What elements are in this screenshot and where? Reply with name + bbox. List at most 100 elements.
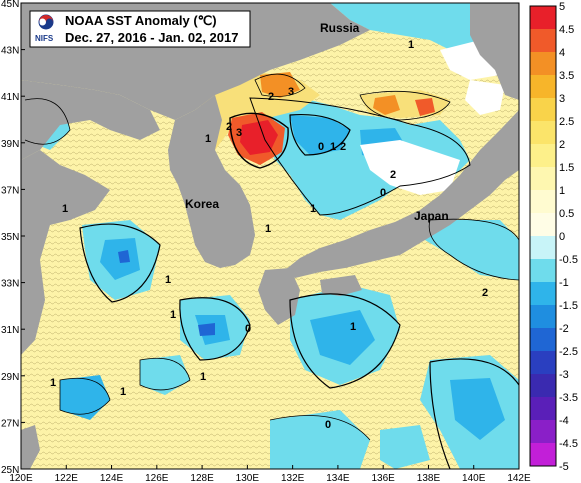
colorbar-frame <box>529 5 557 467</box>
colorbar-swatch <box>530 213 556 237</box>
land-china-north <box>21 80 160 160</box>
lon-tick-label: 126E <box>145 473 169 483</box>
lon-tick-label: 124E <box>100 473 124 483</box>
land-korea <box>168 95 255 268</box>
colorbar-swatch <box>530 328 556 352</box>
colorbar-swatch <box>530 374 556 398</box>
colorbar-swatch <box>530 190 556 214</box>
contour-label: 1 <box>50 377 56 389</box>
colorbar-tick-label: -1 <box>559 277 569 289</box>
colorbar-tick-label: -3.5 <box>559 392 578 404</box>
contour-label: 1 <box>330 141 336 153</box>
colorbar-tick-label: -0.5 <box>559 254 578 266</box>
lon-tick-label: 122E <box>55 473 79 483</box>
label-russia: Russia <box>320 21 360 35</box>
map-area: 3 2 3 2 1 0 1 2 1 1 0 1 2 1 1 0 1 2 1 0 … <box>21 3 519 469</box>
colorbar-swatch <box>530 305 556 329</box>
lat-tick-label: 41N <box>1 92 19 103</box>
lon-tick-label: 130E <box>236 473 260 483</box>
cold-anomaly-patches <box>25 3 519 469</box>
contour-lines <box>24 73 519 469</box>
land-japan-shikoku <box>320 275 362 296</box>
lon-tick-label: 132E <box>281 473 305 483</box>
land-japan-hokkaido <box>470 3 519 100</box>
land-china-east <box>21 150 110 355</box>
lat-tick-label: 37N <box>1 185 19 196</box>
nifs-logo: NIFS <box>35 14 54 43</box>
colorbar-swatch <box>530 98 556 122</box>
lat-tick-label: 27N <box>1 418 19 429</box>
lon-tick-label: 134E <box>326 473 350 483</box>
contour-label: 1 <box>165 274 171 286</box>
lat-tick-label: 39N <box>1 139 19 150</box>
colorbar-tick-label: 5 <box>559 1 565 13</box>
colorbar-tick-label: -2.5 <box>559 346 578 358</box>
contour-label: 1 <box>310 203 316 215</box>
colorbar-tick-label: -1.5 <box>559 300 578 312</box>
colorbar-tick-label: -3 <box>559 369 569 381</box>
colorbar-tick-label: -4 <box>559 415 569 427</box>
latitude-axis: 45N 43N 41N 39N 37N 35N 33N 31N 29N 27N 25N <box>1 0 25 476</box>
label-korea: Korea <box>185 197 219 211</box>
lon-tick-label: 142E <box>507 473 531 483</box>
longitude-axis: 120E 122E 124E 126E 128E 130E 132E 134E 136E 138E… <box>9 465 531 483</box>
colorbar-tick-label: 0 <box>559 231 565 243</box>
contour-label: 1 <box>350 321 356 333</box>
colorbar-tick-label: 3 <box>559 93 565 105</box>
colorbar-tick-label: 1 <box>559 185 565 197</box>
colorbar-tick-label: -4.5 <box>559 438 578 450</box>
contour-label: 1 <box>265 223 271 235</box>
title-period: Dec. 27, 2016 - Jan. 02, 2017 <box>65 30 238 45</box>
colorbar-swatch <box>530 167 556 191</box>
lat-tick-label: 45N <box>1 0 19 10</box>
contour-label: 1 <box>200 371 206 383</box>
land-taiwan <box>21 425 40 469</box>
land-japan-kyushu <box>258 268 300 325</box>
colorbar-swatch <box>530 121 556 145</box>
contour-label: 2 <box>226 121 232 133</box>
colorbar-swatch <box>530 29 556 53</box>
colorbar-swatch <box>530 52 556 76</box>
contour-label: 0 <box>325 419 331 431</box>
contour-label: 3 <box>288 86 294 98</box>
lon-tick-label: 120E <box>9 473 33 483</box>
contour-label: 1 <box>170 309 176 321</box>
contour-label: 0 <box>380 187 386 199</box>
lat-tick-label: 43N <box>1 46 19 57</box>
contour-label: 2 <box>390 169 396 181</box>
colorbar-tick-label: 3.5 <box>559 70 574 82</box>
colorbar-tick-label: 4 <box>559 47 565 59</box>
colorbar-legend: 5 4.5 4 3.5 3 2.5 2 1.5 1 0.5 0 -0.5 -1 -1.5 -2 -2.5 -3 -… <box>529 1 578 473</box>
nifs-brand-text: NIFS <box>35 34 54 43</box>
colorbar-swatch <box>530 397 556 421</box>
lat-tick-label: 35N <box>1 232 19 243</box>
warm-anomaly-patches <box>200 70 450 165</box>
title-main: NOAA SST Anomaly (℃) <box>65 13 217 28</box>
colorbar-swatch <box>530 282 556 306</box>
colorbar-tick-label: 2.5 <box>559 116 574 128</box>
colorbar-tick-label: 4.5 <box>559 24 574 36</box>
colorbar-tick-label: 2 <box>559 139 565 151</box>
colorbar-swatch <box>530 259 556 283</box>
colorbar-tick-label: -5 <box>559 461 569 473</box>
contour-label: 2 <box>268 91 274 103</box>
contour-label: 2 <box>340 141 346 153</box>
colorbar-swatch <box>530 6 556 30</box>
contour-label: 0 <box>245 323 251 335</box>
no-data-patches <box>360 40 510 195</box>
colorbar-tick-label: 1.5 <box>559 162 574 174</box>
contour-label: 1 <box>205 133 211 145</box>
lon-tick-label: 128E <box>190 473 214 483</box>
lon-tick-label: 136E <box>372 473 396 483</box>
colorbar-swatch <box>530 443 556 467</box>
colorbar-swatch <box>530 75 556 99</box>
contour-number-labels: 3 2 3 2 1 0 1 2 1 1 0 1 2 1 1 0 1 2 1 0 … <box>50 39 488 431</box>
contour-label: 2 <box>482 287 488 299</box>
land-japan-honshu <box>285 110 519 278</box>
contour-label: 1 <box>62 203 68 215</box>
contour-label: 0 <box>318 141 324 153</box>
lat-tick-label: 33N <box>1 279 19 290</box>
contour-label: 1 <box>120 386 126 398</box>
colorbar-swatch <box>530 236 556 260</box>
